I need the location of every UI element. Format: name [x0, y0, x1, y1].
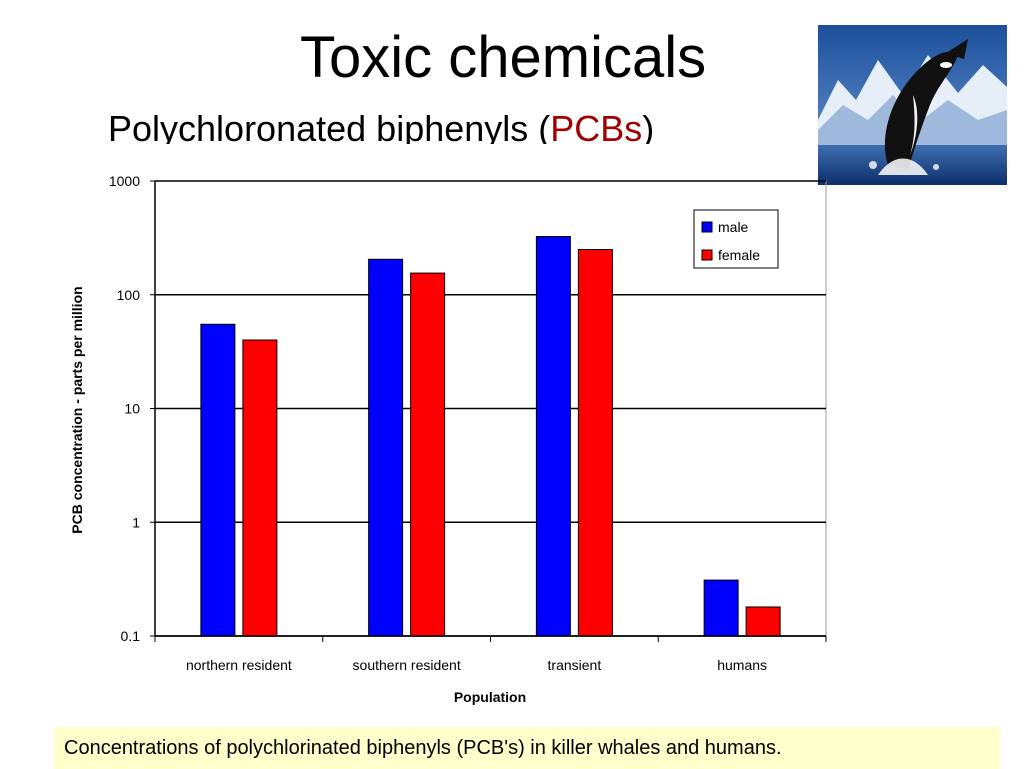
bar-male [200, 323, 236, 637]
caption: Concentrations of polychlorinated biphen… [54, 727, 1000, 769]
orca-photo-icon [818, 25, 1007, 185]
slide-title: Toxic chemicals [300, 25, 707, 90]
legend-swatch-male [701, 221, 713, 233]
x-tick-label: transient [548, 657, 602, 673]
bar-female [745, 606, 781, 637]
bar-male [368, 258, 404, 637]
x-axis-label: Population [454, 689, 526, 705]
slide-subtitle: Polychloronated biphenyls (PCBs) [108, 104, 654, 144]
subtitle-suffix: ) [642, 108, 655, 144]
x-tick-label: northern resident [186, 657, 292, 673]
y-tick-label: 1000 [109, 173, 140, 189]
bar-female [410, 272, 446, 637]
y-tick-label: 100 [117, 287, 141, 303]
subtitle-accent: PCBs [550, 108, 643, 144]
chart-legend: male female [693, 209, 779, 269]
bar-male [535, 236, 571, 637]
y-tick-label: 1 [132, 514, 140, 530]
legend-label-female: female [718, 247, 760, 263]
legend-swatch-female [701, 249, 713, 261]
x-tick-label: humans [717, 657, 767, 673]
legend-label-male: male [718, 219, 749, 235]
chart-bars [200, 236, 781, 637]
chart-axes: 0.1 1 10 100 1000 northern resident southern r… [109, 173, 827, 673]
bar-male [703, 579, 739, 637]
y-tick-label: 10 [124, 401, 140, 417]
x-tick-label: southern resident [353, 657, 461, 673]
y-axis-label: PCB concentration - parts per million [69, 286, 85, 533]
bar-female [577, 248, 613, 637]
y-tick-label: 0.1 [121, 628, 141, 644]
bar-female [242, 339, 278, 637]
subtitle-prefix: Polychloronated biphenyls ( [108, 108, 551, 144]
